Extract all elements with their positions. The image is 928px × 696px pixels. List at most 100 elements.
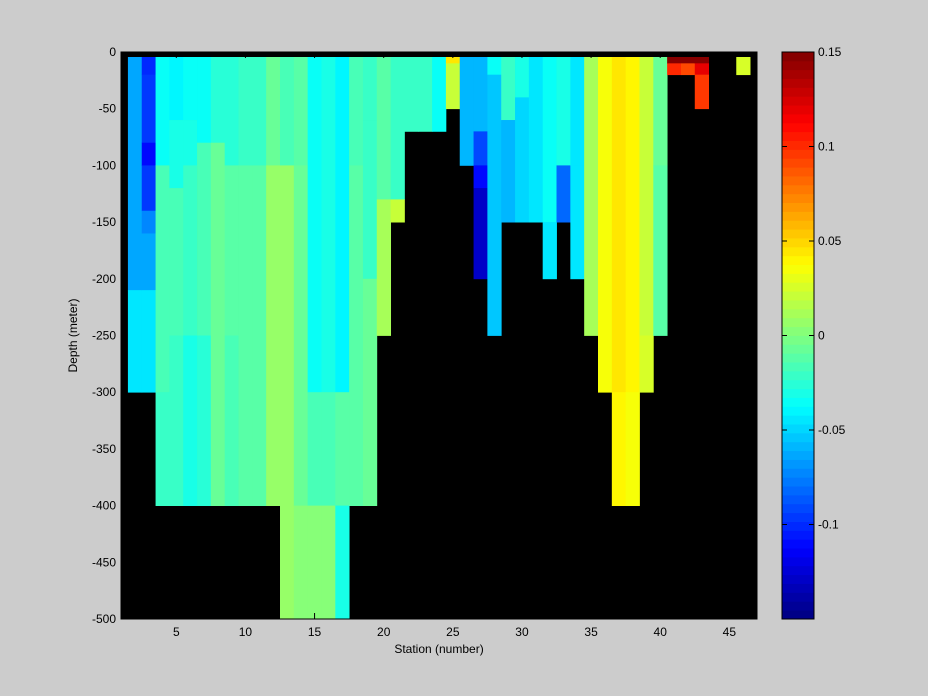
heatmap-cell [445,63,461,110]
colorbar-band [782,52,814,62]
colorbar-band [782,610,814,620]
colorbar-band [782,503,814,514]
heatmap-cell [487,74,502,336]
heatmap-cell [335,505,350,620]
colorbar-band [782,592,814,602]
heatmap-cell [694,63,710,76]
heatmap-cell [667,52,682,64]
y-tick-label: -250 [92,329,116,343]
heatmap-cell [667,63,682,76]
heatmap-cell [169,52,184,121]
colorbar-band [782,317,814,328]
colorbar-tick-label: -0.05 [818,423,846,437]
heatmap-cell [515,97,530,223]
heatmap-cell [210,335,226,506]
heatmap-cell [307,505,322,620]
heatmap-cell [625,52,640,393]
heatmap-cell [307,392,322,506]
heatmap-cell [224,335,239,506]
colorbar-tick-label: 0.05 [818,234,842,248]
heatmap-cell [473,188,488,280]
colorbar-band [782,441,814,452]
heatmap-cell [432,52,447,132]
colorbar-band [782,264,814,274]
heatmap-cell [183,165,198,336]
colorbar-tick-label: 0.15 [818,45,842,59]
heatmap-cell [390,199,405,223]
colorbar-band [782,238,814,248]
heatmap-cell [694,52,710,64]
y-tick-label: 0 [109,45,116,59]
heatmap-cell [390,52,405,200]
heatmap-cell [639,52,654,336]
heatmap-cell [280,165,295,620]
heatmap-cell [197,142,212,336]
heatmap-cell [252,165,267,506]
colorbar-band [782,291,814,301]
heatmap-cell [376,52,392,200]
colorbar-band [782,140,814,150]
heatmap-cell [183,335,198,506]
colorbar-band [782,114,814,124]
y-tick-label: -400 [92,499,116,513]
heatmap-cell [680,63,696,76]
heatmap-cell [736,52,751,76]
heatmap-cell [141,142,156,166]
heatmap-cell [224,52,239,166]
heatmap-cell [570,52,585,166]
colorbar-band [782,601,814,611]
colorbar-band [782,353,814,363]
surface-no-data-band [121,52,757,57]
colorbar-band [782,556,814,567]
colorbar-band [782,60,814,71]
colorbar-band [782,379,814,390]
heatmap-cell [127,52,143,291]
heatmap-cell [362,278,378,506]
heatmap-cell [210,52,226,144]
colorbar-band [782,415,814,425]
heatmap-cell [362,120,378,280]
y-tick-label: -350 [92,442,116,456]
heatmap-cell [501,120,516,223]
heatmap-cell [625,392,640,506]
colorbar-ticks: 0.15 0.1 0.05 0 -0.05 -0.1 [782,45,846,532]
heatmap-cell [169,188,184,336]
colorbar-band [782,512,814,522]
heatmap-cell [155,165,170,393]
heatmap-cell [556,52,571,166]
colorbar-band [782,362,814,372]
heatmap-cell [321,505,336,620]
heatmap-cell [528,52,544,223]
y-tick-label: -450 [92,555,116,569]
colorbar-band [782,530,814,540]
x-axis: 5 10 15 20 25 30 35 40 45 [173,52,736,639]
colorbar-tick-label: -0.1 [818,518,839,532]
y-tick-label: -100 [92,158,116,172]
colorbar-band [782,202,814,212]
colorbar-band [782,211,814,221]
heatmap-cell [473,131,488,166]
heatmap-cell [404,52,419,132]
colorbar-band [782,539,814,549]
colorbar-band [782,468,814,478]
colorbar-bands [782,52,814,620]
heatmap-cell [266,165,281,506]
heatmap-cell [459,52,474,166]
colorbar-band [782,300,814,310]
colorbar: 0.15 0.1 0.05 0 -0.05 -0.1 [781,45,846,620]
x-tick-label: 25 [446,625,460,639]
heatmap-cell [570,165,585,280]
x-tick-label: 15 [308,625,322,639]
heatmap-cell [141,74,156,144]
heatmap-cell [349,165,364,506]
y-axis-label: Depth (meter) [66,298,80,372]
heatmap-cell [473,52,488,132]
heatmap-cell [653,52,668,166]
colorbar-band [782,335,814,345]
colorbar-band [782,255,814,266]
heatmap-cell [224,165,239,336]
heatmap-cell [418,52,433,132]
colorbar-band [782,406,814,416]
colorbar-band [782,229,814,239]
colorbar-band [782,220,814,230]
